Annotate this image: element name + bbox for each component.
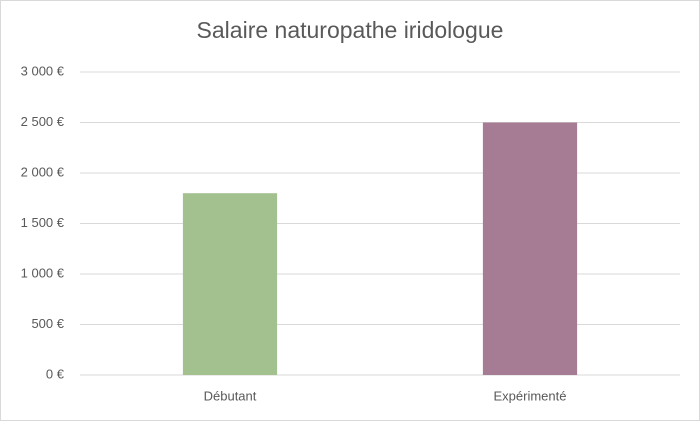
x-tick-label: Expérimenté	[494, 388, 567, 403]
y-tick-label: 500 €	[31, 316, 64, 331]
bar	[482, 122, 578, 375]
y-tick-label: 1 500 €	[21, 215, 65, 230]
y-tick-label: 3 000 €	[21, 63, 65, 78]
y-tick-label: 1 000 €	[21, 265, 65, 280]
x-tick-label: Débutant	[204, 388, 257, 403]
chart-title: Salaire naturopathe iridologue	[197, 17, 504, 43]
y-tick-label: 2 000 €	[21, 164, 65, 179]
y-tick-label: 0 €	[46, 366, 65, 381]
y-tick-label: 2 500 €	[21, 114, 65, 129]
bar	[182, 193, 278, 375]
